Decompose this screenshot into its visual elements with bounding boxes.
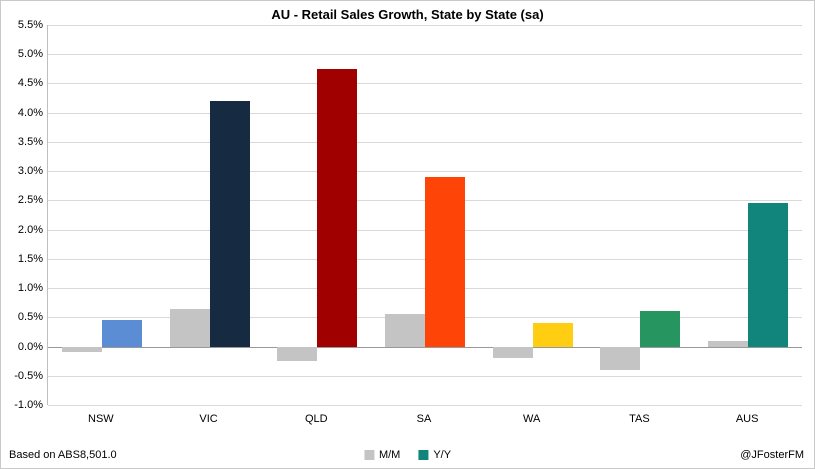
source-note: Based on ABS8,501.0 xyxy=(9,449,117,461)
bar-yy-tas xyxy=(640,311,681,347)
x-axis-label-tas: TAS xyxy=(629,413,650,425)
gridline xyxy=(48,405,802,406)
y-axis-tick-label: 5.5% xyxy=(17,19,43,31)
y-axis-tick-label: 1.5% xyxy=(17,252,43,265)
gridline xyxy=(48,83,802,85)
y-axis-tick-label: 2.0% xyxy=(17,223,43,236)
legend: M/M Y/Y xyxy=(363,449,451,461)
bar-yy-wa xyxy=(532,323,573,347)
zero-gridline xyxy=(48,346,802,348)
y-axis-tick-label: 5.0% xyxy=(17,48,43,61)
gridline xyxy=(48,141,802,143)
y-axis-tick-label: 4.5% xyxy=(17,77,43,90)
y-axis-tick-label: 0.0% xyxy=(17,340,43,353)
legend-item-yy: Y/Y xyxy=(418,449,451,461)
bar-yy-vic xyxy=(209,101,250,347)
y-axis-tick-label: 2.5% xyxy=(17,194,43,207)
y-axis-tick-label: 3.5% xyxy=(17,135,43,148)
chart-title: AU - Retail Sales Growth, State by State… xyxy=(271,7,544,22)
bar-mm-wa xyxy=(492,346,533,359)
x-axis-label-aus: AUS xyxy=(735,413,759,425)
legend-item-mm: M/M xyxy=(363,449,401,461)
y-axis-tick-label: -0.5% xyxy=(14,369,43,382)
plot-area xyxy=(47,25,802,406)
y-axis-tick-label: -1.0% xyxy=(14,399,43,411)
x-axis-label-qld: QLD xyxy=(304,413,328,425)
x-axis-label-nsw: NSW xyxy=(88,413,114,425)
bar-yy-nsw xyxy=(101,320,142,347)
gridline xyxy=(48,171,802,173)
y-axis-tick-label: 4.0% xyxy=(17,106,43,119)
x-axis-label-sa: SA xyxy=(416,413,432,425)
legend-label: M/M xyxy=(378,449,401,461)
y-axis-tick-label: 0.5% xyxy=(17,311,43,324)
credit-handle: @JFosterFM xyxy=(740,449,804,461)
bar-yy-sa xyxy=(425,177,465,347)
bar-mm-aus xyxy=(708,340,749,347)
gridline xyxy=(48,112,802,114)
bar-mm-vic xyxy=(169,308,210,347)
legend-swatch-mm xyxy=(363,450,374,460)
x-axis-label-wa: WA xyxy=(523,413,541,425)
y-axis-tick-label: 1.0% xyxy=(17,282,43,295)
y-axis-tick-label: 3.0% xyxy=(17,165,43,178)
bar-mm-sa xyxy=(385,314,425,347)
bar-mm-nsw xyxy=(61,346,102,353)
legend-swatch-yy xyxy=(418,450,429,460)
bar-yy-aus xyxy=(748,203,789,347)
gridline xyxy=(48,25,802,26)
bar-mm-qld xyxy=(277,346,318,362)
gridline xyxy=(48,375,802,377)
x-axis-label-vic: VIC xyxy=(199,413,218,425)
bar-mm-tas xyxy=(600,346,641,370)
bar-yy-qld xyxy=(317,68,358,347)
legend-label: Y/Y xyxy=(433,449,452,461)
gridline xyxy=(48,54,802,56)
